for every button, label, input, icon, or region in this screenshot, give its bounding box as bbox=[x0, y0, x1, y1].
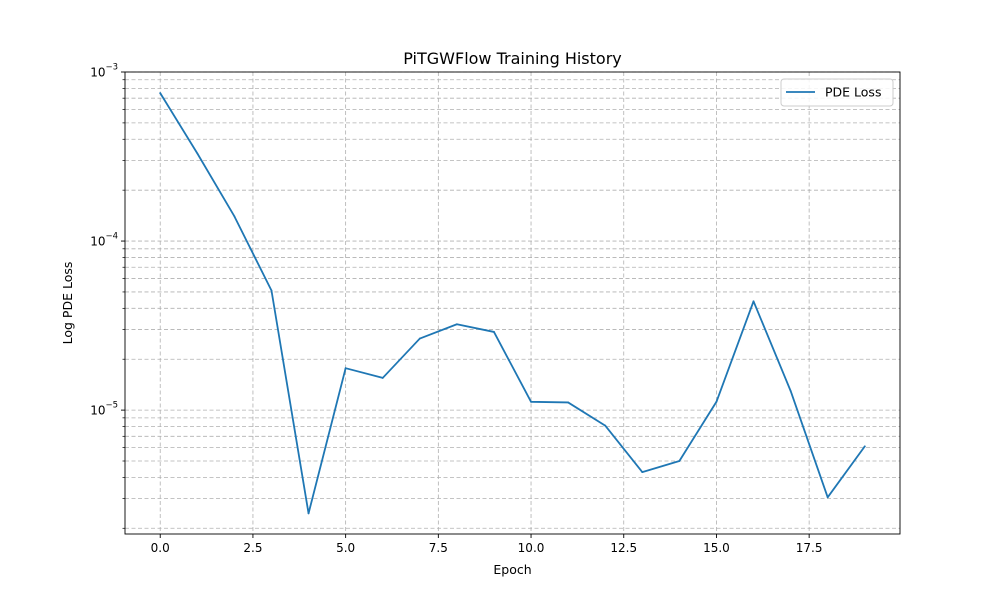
x-tick-label: 0.0 bbox=[151, 541, 170, 555]
chart-title: PiTGWFlow Training History bbox=[403, 49, 621, 68]
x-tick-label: 17.5 bbox=[796, 541, 823, 555]
data-point bbox=[715, 400, 718, 403]
data-point bbox=[826, 496, 829, 499]
data-point bbox=[567, 401, 570, 404]
series-line-pde-loss bbox=[159, 92, 866, 515]
y-tick-label: 10−4 bbox=[90, 232, 118, 249]
y-tick-label: 10−5 bbox=[90, 401, 118, 418]
data-point bbox=[863, 445, 866, 448]
data-point bbox=[344, 367, 347, 370]
x-tick-label: 15.0 bbox=[703, 541, 730, 555]
data-point bbox=[493, 331, 495, 333]
data-point bbox=[159, 92, 162, 95]
data-point bbox=[307, 512, 310, 515]
data-point bbox=[455, 323, 458, 326]
data-point bbox=[678, 460, 681, 462]
data-point bbox=[641, 471, 644, 473]
legend-label: PDE Loss bbox=[825, 85, 881, 100]
y-axis-ticks: 10−5 10−4 10−3 bbox=[90, 63, 125, 529]
data-point bbox=[196, 152, 199, 155]
x-axis-label: Epoch bbox=[493, 562, 531, 577]
data-point bbox=[381, 377, 384, 379]
x-tick-label: 2.5 bbox=[243, 541, 262, 555]
y-axis-label: Log PDE Loss bbox=[60, 262, 75, 345]
x-tick-label: 12.5 bbox=[610, 541, 637, 555]
y-tick-label: 10−3 bbox=[90, 63, 118, 80]
x-tick-label: 5.0 bbox=[336, 541, 355, 555]
legend-box bbox=[780, 78, 894, 107]
data-point bbox=[752, 300, 755, 303]
x-tick-label: 7.5 bbox=[429, 541, 448, 555]
data-point bbox=[270, 289, 273, 292]
data-point bbox=[530, 400, 532, 403]
data-point bbox=[789, 389, 792, 392]
data-point bbox=[604, 424, 607, 427]
x-tick-label: 10.0 bbox=[518, 541, 545, 555]
data-point bbox=[418, 337, 421, 340]
series-layer bbox=[159, 92, 866, 515]
grid bbox=[125, 71, 900, 534]
data-point bbox=[233, 215, 236, 218]
x-axis-ticks: 0.0 2.5 5.0 7.5 10.0 12.5 15.0 17.5 bbox=[151, 534, 823, 555]
legend: PDE Loss bbox=[780, 78, 894, 107]
plot-area-frame bbox=[124, 71, 901, 535]
plot-area-background bbox=[125, 72, 900, 534]
